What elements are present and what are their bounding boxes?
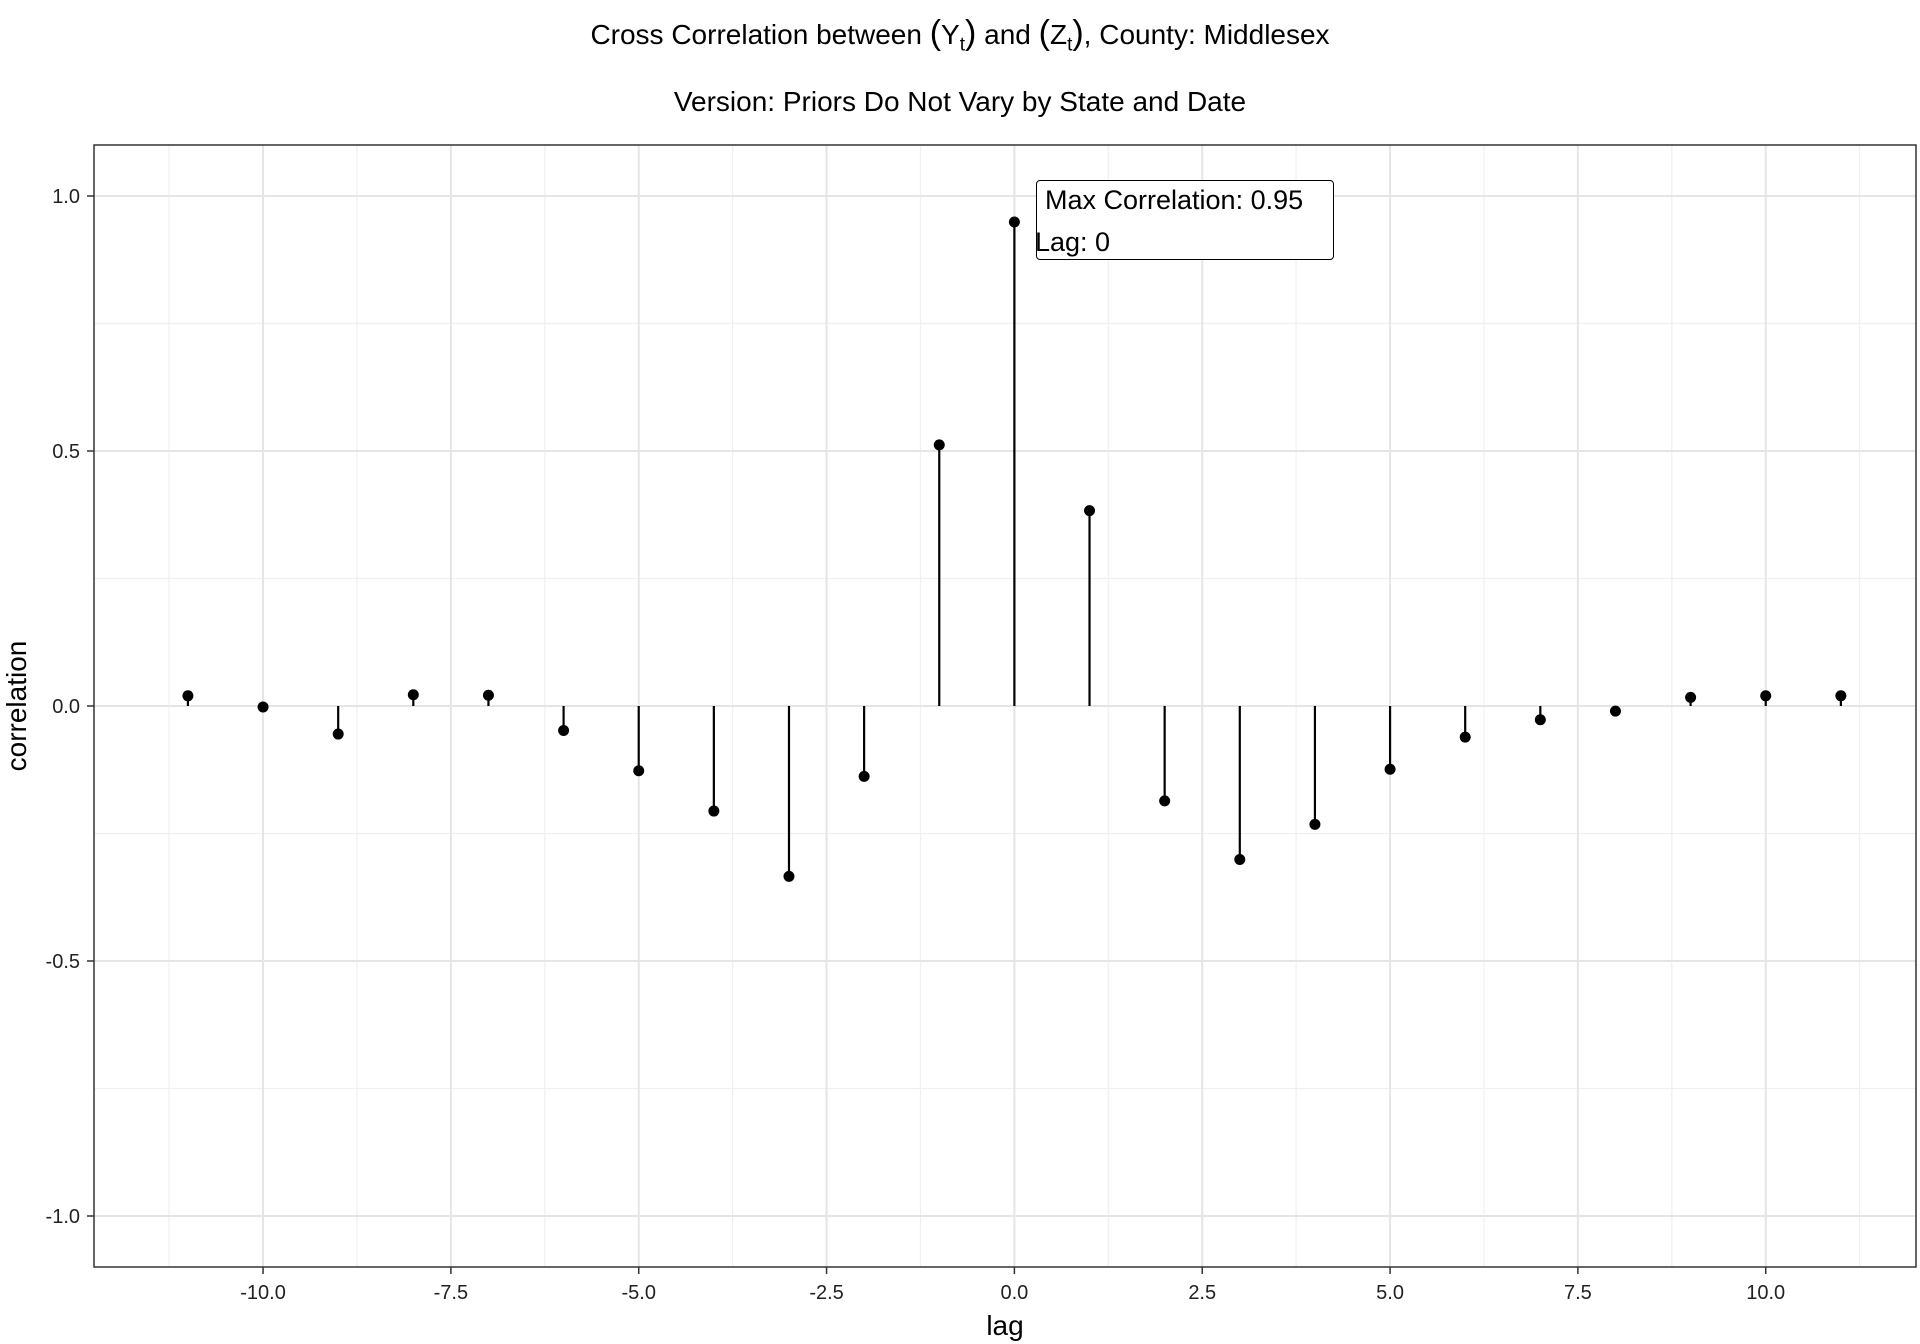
- x-tick-label: 10.0: [1746, 1282, 1785, 1304]
- data-point: [783, 870, 795, 882]
- annotation-lag: Lag: 0: [1035, 227, 1111, 257]
- points: [182, 216, 1847, 882]
- data-point: [1084, 505, 1096, 517]
- chart-title-z-sub: t: [1067, 34, 1073, 56]
- data-point: [858, 770, 870, 782]
- chart-title-prefix: Cross Correlation between: [590, 19, 930, 50]
- y-tick-label: 0.5: [52, 441, 80, 463]
- x-tick-label: 7.5: [1564, 1282, 1592, 1304]
- y-tick-label: -1.0: [46, 1206, 80, 1228]
- chart-title-mid: and: [976, 19, 1039, 50]
- grid: [94, 145, 1916, 1267]
- data-point: [407, 689, 419, 701]
- data-point: [1685, 691, 1697, 703]
- axis-ticks: -10.0 -7.5 -5.0 -2.5 0.0 2.5 5.0 7.5 10.0 -1.0 -0.…: [46, 186, 1786, 1304]
- data-point: [1459, 731, 1471, 743]
- x-tick-label: 2.5: [1188, 1282, 1216, 1304]
- chart-title: Cross Correlation between (Yt) and (Zt),…: [590, 14, 1330, 56]
- data-point: [1008, 216, 1020, 228]
- data-point: [633, 765, 645, 777]
- x-tick-label: -7.5: [434, 1282, 468, 1304]
- data-point: [182, 690, 194, 702]
- y-tick-label: 0.0: [52, 696, 80, 718]
- y-tick-label: 1.0: [52, 186, 80, 208]
- x-tick-label: -10.0: [240, 1282, 286, 1304]
- annotation-max-correlation: Max Correlation: 0.95: [1045, 185, 1304, 215]
- data-point: [933, 439, 945, 451]
- stems: [186, 222, 1842, 877]
- chart-title-z-var: Z: [1049, 19, 1068, 50]
- data-point: [708, 805, 720, 817]
- x-tick-label: -5.0: [621, 1282, 655, 1304]
- chart-title-suffix: , County: Middlesex: [1083, 19, 1330, 50]
- y-axis-title: correlation: [1, 641, 32, 772]
- data-point: [1234, 854, 1246, 866]
- y-tick-label: -0.5: [46, 951, 80, 973]
- data-point: [257, 701, 269, 713]
- x-axis-title: lag: [986, 1310, 1023, 1341]
- x-tick-label: 5.0: [1376, 1282, 1404, 1304]
- data-point: [1835, 690, 1847, 702]
- x-tick-label: 0.0: [1000, 1282, 1028, 1304]
- data-point: [482, 689, 494, 701]
- data-point: [1309, 818, 1321, 830]
- chart-title-y-sub: t: [959, 34, 966, 56]
- chart-subtitle: Version: Priors Do Not Vary by State and…: [673, 86, 1247, 117]
- data-point: [1760, 690, 1772, 702]
- data-point: [332, 728, 344, 740]
- x-tick-label: -2.5: [809, 1282, 843, 1304]
- data-point: [1159, 795, 1171, 807]
- data-point: [558, 724, 570, 736]
- data-point: [1534, 714, 1546, 726]
- max-correlation-annotation: Max Correlation: 0.95 Lag: 0: [1035, 180, 1334, 260]
- data-point: [1384, 763, 1396, 775]
- data-point: [1609, 705, 1621, 717]
- chart-title-y-var: Y: [941, 19, 960, 50]
